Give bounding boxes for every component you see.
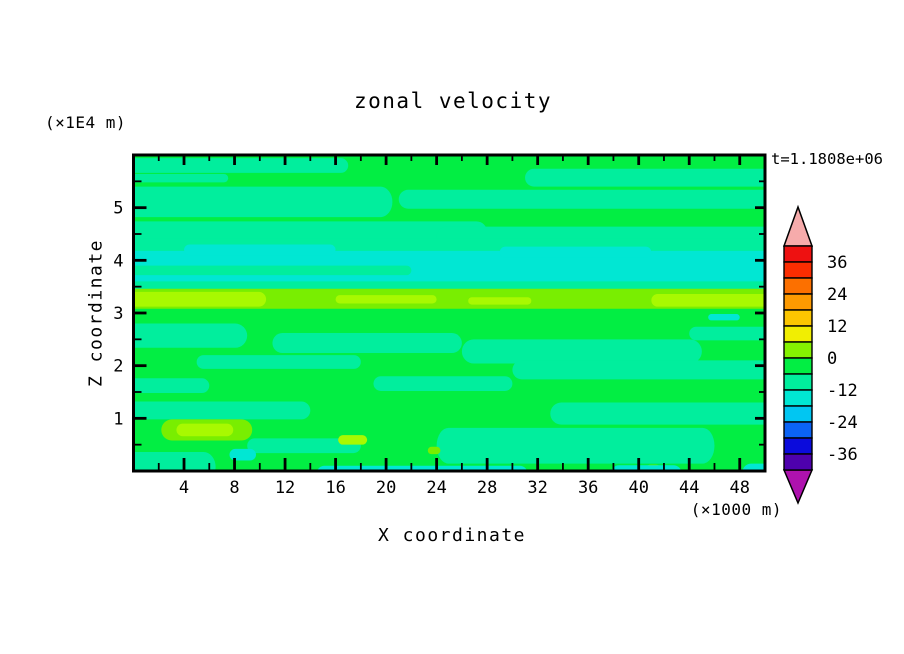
contour-feature: [133, 452, 216, 471]
contour-feature: [436, 427, 715, 464]
contour-feature: [176, 423, 234, 437]
x-tick-label: 12: [275, 478, 295, 498]
contour-feature: [338, 435, 368, 445]
colorbar-band: [783, 277, 813, 295]
x-axis-title: X coordinate: [377, 525, 527, 546]
contour-feature: [133, 291, 267, 307]
colorbar-tick-label: -24: [827, 413, 858, 433]
contour-feature: [708, 314, 740, 321]
colorbar-band: [783, 421, 813, 439]
x-tick-label: 8: [229, 478, 239, 498]
contour-feature: [499, 246, 652, 258]
x-tick-label: 16: [325, 478, 345, 498]
z-tick-label: 3: [113, 304, 123, 324]
x-tick-label: 32: [527, 478, 547, 498]
contour-feature: [133, 323, 248, 348]
colorbar-band: [783, 261, 813, 279]
plot-title: zonal velocity: [353, 89, 553, 113]
contour-feature: [512, 360, 765, 380]
x-tick-label: 24: [426, 478, 446, 498]
contour-feature: [742, 463, 765, 471]
colorbar-band: [783, 341, 813, 359]
contour-feature: [398, 189, 765, 209]
x-tick-label: 40: [628, 478, 648, 498]
colorbar-band: [783, 389, 813, 407]
colorbar-band: [783, 453, 813, 471]
contour-feature: [335, 295, 437, 304]
x-tick-label: 28: [477, 478, 497, 498]
colorbar-tick-label: 12: [827, 317, 847, 337]
contour-feature: [184, 244, 336, 256]
colorbar-band: [783, 309, 813, 327]
colorbar-tick-label: 24: [827, 285, 847, 305]
contour-feature: [133, 173, 229, 183]
x-tick-label: 36: [578, 478, 598, 498]
colorbar-over-arrow: [782, 204, 814, 247]
z-tick-label: 4: [113, 251, 123, 271]
contour-feature: [468, 297, 532, 305]
colorbar-band: [783, 373, 813, 391]
contour-feature: [133, 265, 412, 276]
z-tick-label: 2: [113, 357, 123, 377]
contour-feature: [133, 250, 765, 287]
x-axis-units-label: (×1000 m): [690, 500, 782, 519]
colorbar-band: [783, 245, 813, 263]
x-tick-label: 48: [729, 478, 749, 498]
contour-feature: [373, 376, 513, 391]
contour-feature: [525, 168, 765, 187]
contour-feature: [272, 333, 462, 354]
z-tick-label: 5: [113, 199, 123, 219]
z-axis-units-label: (×1E4 m): [45, 113, 127, 132]
colorbar-tick-label: -12: [827, 381, 858, 401]
x-tick-label: 4: [179, 478, 189, 498]
contour-feature: [247, 438, 361, 454]
contour-feature: [550, 402, 765, 425]
time-label: t=1.1808e+06: [771, 150, 883, 168]
contour-feature: [196, 355, 361, 369]
z-tick-label: 1: [113, 409, 123, 429]
contour-feature: [133, 158, 349, 173]
colorbar-tick-label: -36: [827, 445, 858, 465]
contour-feature: [133, 221, 488, 243]
contour-feature: [229, 448, 257, 461]
colorbar-band: [783, 437, 813, 455]
contour-feature: [461, 339, 702, 364]
colorbar-tick-label: 36: [827, 253, 847, 273]
colorbar-band: [783, 357, 813, 375]
contour-feature: [133, 288, 765, 309]
contour-feature: [427, 446, 441, 455]
plot-area: [133, 155, 765, 471]
colorbar-band: [783, 325, 813, 343]
x-tick-label: 44: [679, 478, 699, 498]
plot-border: [132, 153, 767, 473]
x-tick-label: 20: [376, 478, 396, 498]
contour-feature: [689, 326, 765, 341]
colorbar-band: [783, 405, 813, 423]
colorbar-under-arrow: [782, 469, 814, 505]
contour-feature: [133, 378, 210, 394]
contour-feature: [651, 294, 765, 307]
colorbar-tick-label: 0: [827, 349, 837, 369]
colorbar-band: [783, 293, 813, 311]
contour-feature: [133, 401, 311, 420]
colorbar: 36 24 12 0 -12 -24 -36: [782, 204, 858, 505]
contour-feature: [133, 186, 393, 218]
